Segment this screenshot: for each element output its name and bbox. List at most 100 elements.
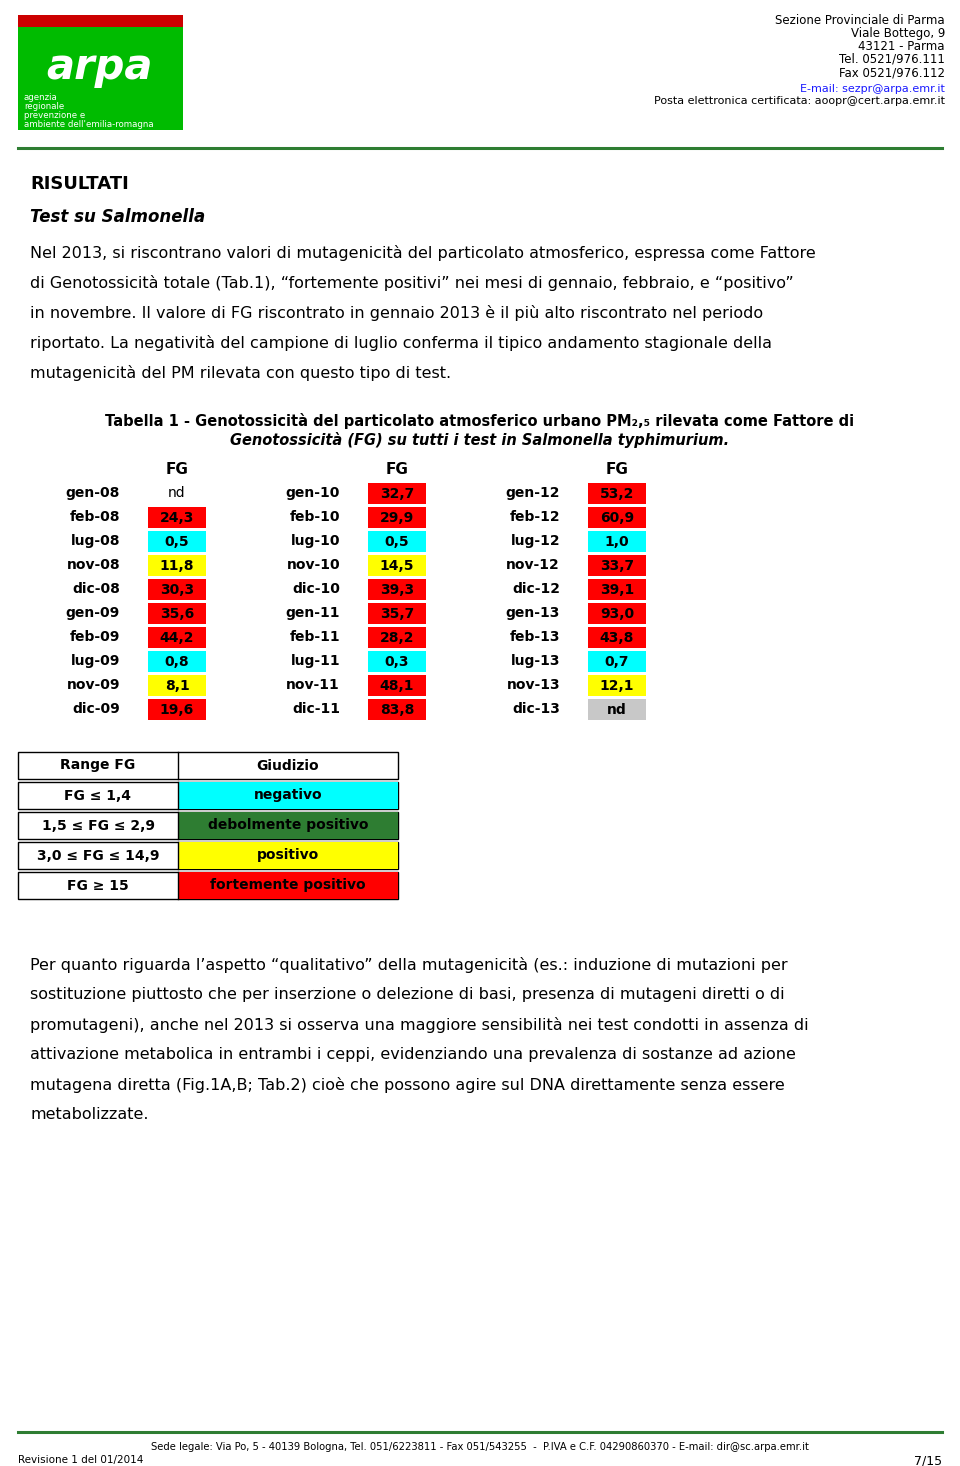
Bar [18,872,398,899]
Text: 7/15: 7/15 [914,1454,942,1466]
Text: 14,5: 14,5 [380,559,415,573]
Text: feb-08: feb-08 [69,510,120,523]
Text: 28,2: 28,2 [380,630,415,645]
Text: Nel 2013, si riscontrano valori di mutagenicità del particolato atmosferico, esp: Nel 2013, si riscontrano valori di mutag… [30,245,816,261]
Bar [368,699,426,720]
Bar [368,531,426,553]
Text: nd: nd [168,487,186,500]
Text: 1,0: 1,0 [605,535,630,548]
Bar [588,531,646,553]
Text: dic-08: dic-08 [72,582,120,597]
Bar [148,674,206,696]
Bar [18,26,183,130]
Bar [368,507,426,528]
Text: Sede legale: Via Po, 5 - 40139 Bologna, Tel. 051/6223811 - Fax 051/543255  -  P.: Sede legale: Via Po, 5 - 40139 Bologna, … [151,1443,809,1451]
Text: dic-10: dic-10 [292,582,340,597]
Text: 53,2: 53,2 [600,487,635,500]
Bar [178,872,398,899]
Text: fortemente positivo: fortemente positivo [210,878,366,893]
Text: 0,5: 0,5 [385,535,409,548]
Text: 43121 - Parma: 43121 - Parma [858,40,945,53]
Text: metabolizzate.: metabolizzate. [30,1107,149,1121]
Text: prevenzione e: prevenzione e [24,111,85,120]
Bar [368,627,426,648]
Text: gen-12: gen-12 [506,487,560,500]
Text: di Genotossicità totale (Tab.1), “fortemente positivi” nei mesi di gennaio, febb: di Genotossicità totale (Tab.1), “fortem… [30,276,794,290]
Text: feb-13: feb-13 [510,630,560,644]
Text: nov-13: nov-13 [506,677,560,692]
Text: 19,6: 19,6 [160,702,194,717]
Text: 0,5: 0,5 [165,535,189,548]
Text: feb-09: feb-09 [70,630,120,644]
Text: mutagena diretta (Fig.1A,B; Tab.2) cioè che possono agire sul DNA direttamente s: mutagena diretta (Fig.1A,B; Tab.2) cioè … [30,1078,784,1094]
Bar [18,781,398,809]
Text: FG ≥ 15: FG ≥ 15 [67,878,129,893]
Text: Giudizio: Giudizio [256,758,320,773]
Text: dic-13: dic-13 [512,702,560,715]
Text: 43,8: 43,8 [600,630,635,645]
Text: 93,0: 93,0 [600,607,634,620]
Text: promutageni), anche nel 2013 si osserva una maggiore sensibilità nei test condot: promutageni), anche nel 2013 si osserva … [30,1017,808,1034]
Text: gen-10: gen-10 [286,487,340,500]
Text: 24,3: 24,3 [159,510,194,525]
Bar [18,15,183,26]
Text: nov-09: nov-09 [66,677,120,692]
Text: nd: nd [607,702,627,717]
Text: Fax 0521/976.112: Fax 0521/976.112 [839,66,945,79]
Text: gen-08: gen-08 [65,487,120,500]
Text: 39,3: 39,3 [380,582,414,597]
Text: 1,5 ≤ FG ≤ 2,9: 1,5 ≤ FG ≤ 2,9 [41,818,155,833]
Text: 12,1: 12,1 [600,679,635,692]
Bar [178,781,398,809]
Text: 11,8: 11,8 [159,559,194,573]
Text: 0,7: 0,7 [605,654,629,668]
Text: lug-11: lug-11 [290,654,340,668]
Text: mutagenicità del PM rilevata con questo tipo di test.: mutagenicità del PM rilevata con questo … [30,365,451,381]
Text: nov-11: nov-11 [286,677,340,692]
Text: debolmente positivo: debolmente positivo [207,818,369,833]
Text: Range FG: Range FG [60,758,135,773]
Text: gen-13: gen-13 [506,605,560,620]
Text: 48,1: 48,1 [380,679,415,692]
Text: 35,6: 35,6 [160,607,194,620]
Text: 83,8: 83,8 [380,702,414,717]
Bar [588,603,646,625]
Text: lug-10: lug-10 [291,534,340,548]
Bar [588,579,646,600]
Text: feb-12: feb-12 [510,510,560,523]
Text: gen-09: gen-09 [65,605,120,620]
Text: 39,1: 39,1 [600,582,635,597]
Text: sostituzione piuttosto che per inserzione o delezione di basi, presenza di mutag: sostituzione piuttosto che per inserzion… [30,987,784,1001]
Bar [588,674,646,696]
Bar [178,841,398,869]
Text: 33,7: 33,7 [600,559,634,573]
Bar [588,651,646,671]
Text: FG ≤ 1,4: FG ≤ 1,4 [64,789,132,802]
Bar [588,507,646,528]
Text: dic-11: dic-11 [292,702,340,715]
Text: attivazione metabolica in entrambi i ceppi, evidenziando una prevalenza di sosta: attivazione metabolica in entrambi i cep… [30,1047,796,1061]
Text: FG: FG [606,462,629,476]
Text: Posta elettronica certificata: aoopr@cert.arpa.emr.it: Posta elettronica certificata: aoopr@cer… [654,95,945,106]
Text: RISULTATI: RISULTATI [30,174,129,194]
Bar [148,531,206,553]
Bar [368,482,426,504]
Bar [368,651,426,671]
Text: lug-12: lug-12 [511,534,560,548]
Text: feb-11: feb-11 [289,630,340,644]
Text: Tel. 0521/976.111: Tel. 0521/976.111 [839,53,945,66]
Text: arpa: arpa [47,45,154,88]
Text: lug-09: lug-09 [71,654,120,668]
Text: 29,9: 29,9 [380,510,414,525]
Text: 44,2: 44,2 [159,630,194,645]
Text: Sezione Provinciale di Parma: Sezione Provinciale di Parma [776,15,945,26]
Bar [588,699,646,720]
Text: agenzia: agenzia [24,92,58,103]
Text: riportato. La negatività del campione di luglio conferma il tipico andamento sta: riportato. La negatività del campione di… [30,336,772,350]
Bar [368,579,426,600]
Text: Revisione 1 del 01/2014: Revisione 1 del 01/2014 [18,1454,143,1465]
Text: Per quanto riguarda l’aspetto “qualitativo” della mutagenicità (es.: induzione d: Per quanto riguarda l’aspetto “qualitati… [30,957,787,973]
Text: E-mail: sezpr@arpa.emr.it: E-mail: sezpr@arpa.emr.it [800,84,945,94]
Text: Viale Bottego, 9: Viale Bottego, 9 [851,26,945,40]
Text: nov-12: nov-12 [506,559,560,572]
